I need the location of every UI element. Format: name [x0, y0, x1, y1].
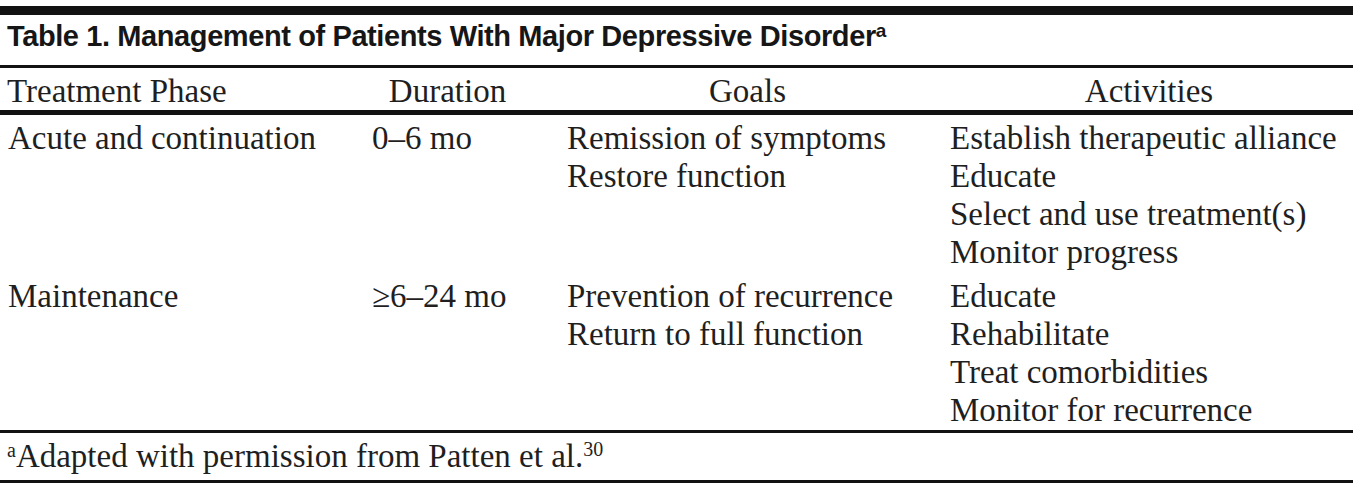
cell-goals: Remission of symptomsRestore function	[550, 113, 945, 273]
table-footnote: aAdapted with permission from Patten et …	[0, 433, 1353, 480]
cell-activities: Establish therapeutic allianceEducateSel…	[945, 113, 1353, 273]
table-title-footnote-marker: a	[876, 20, 887, 41]
cell-line: Educate	[950, 157, 1352, 195]
cell-treatment-phase: Maintenance	[0, 272, 345, 430]
table-row-acute-and-continuation: Acute and continuation 0–6 mo Remission …	[0, 113, 1353, 273]
footnote-marker: a	[7, 439, 16, 461]
cell-line: Monitor for recurrence	[950, 391, 1352, 429]
management-table: Treatment Phase Duration Goals Activitie…	[0, 68, 1353, 430]
cell-duration: ≥6–24 mo	[345, 272, 550, 430]
cell-line: Prevention of recurrence	[567, 277, 944, 315]
column-header-duration: Duration	[345, 68, 550, 113]
cell-line: Monitor progress	[950, 233, 1352, 271]
footnote-reference-number: 30	[583, 438, 603, 460]
header-row: Treatment Phase Duration Goals Activitie…	[0, 68, 1353, 113]
cell-line: Rehabilitate	[950, 315, 1352, 353]
table-bottom-rule	[0, 480, 1353, 483]
table-row-maintenance: Maintenance ≥6–24 mo Prevention of recur…	[0, 272, 1353, 430]
footnote-text: Adapted with permission from Patten et a…	[16, 438, 583, 474]
cell-duration: 0–6 mo	[345, 113, 550, 273]
table-title-text: Table 1. Management of Patients With Maj…	[7, 20, 876, 52]
table-title: Table 1. Management of Patients With Maj…	[0, 15, 1353, 65]
cell-line: Remission of symptoms	[567, 119, 944, 157]
table-figure: Table 1. Management of Patients With Maj…	[0, 6, 1353, 488]
cell-line: Select and use treatment(s)	[950, 195, 1352, 233]
cell-line: Educate	[950, 277, 1352, 315]
column-header-activities: Activities	[945, 68, 1353, 113]
cell-line: Restore function	[567, 157, 944, 195]
column-header-treatment-phase: Treatment Phase	[0, 68, 345, 113]
cell-treatment-phase: Acute and continuation	[0, 113, 345, 273]
table-top-rule	[0, 6, 1353, 15]
cell-goals: Prevention of recurrenceReturn to full f…	[550, 272, 945, 430]
cell-line: Return to full function	[567, 315, 944, 353]
cell-line: Establish therapeutic alliance	[950, 119, 1352, 157]
column-header-goals: Goals	[550, 68, 945, 113]
cell-activities: EducateRehabilitateTreat comorbiditiesMo…	[945, 272, 1353, 430]
cell-line: Treat comorbidities	[950, 353, 1352, 391]
